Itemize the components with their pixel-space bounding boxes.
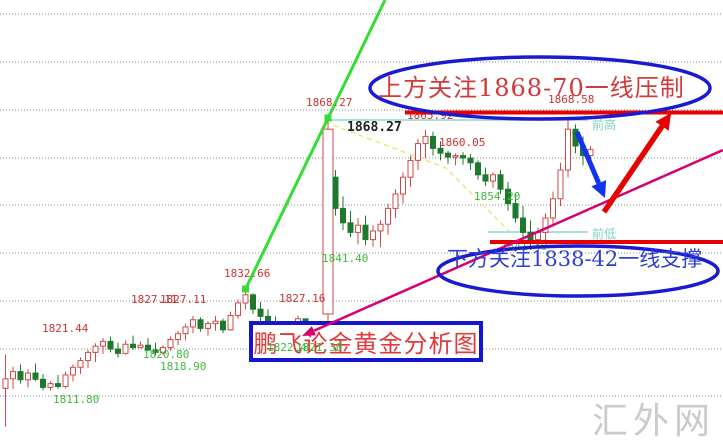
candle-body <box>407 159 414 178</box>
crosshair-price-label: 1868.27 <box>347 120 402 135</box>
candle-body <box>385 207 391 225</box>
candle-body <box>475 162 481 176</box>
candle-body <box>85 351 91 362</box>
occluded-low-label: 1821.30 <box>296 341 343 354</box>
candle-body <box>77 360 84 368</box>
candle-body <box>497 174 504 190</box>
up-arrow-head <box>655 113 671 131</box>
low-price-label: 1854.20 <box>474 190 521 203</box>
up-arrow <box>601 124 665 214</box>
candle-body <box>100 340 106 347</box>
candle-body <box>422 135 429 145</box>
candle-body <box>587 148 594 157</box>
candle-body <box>190 319 196 328</box>
candle-body <box>490 174 496 182</box>
high-price-label: 1832.66 <box>224 267 271 280</box>
prev-low-label: 前低 <box>592 227 617 241</box>
high-price-label: 1821.44 <box>42 322 89 335</box>
candle-body <box>527 231 534 241</box>
high-price-label: 1827.11 <box>160 293 207 306</box>
candle-body <box>107 340 114 350</box>
low-price-label: 1818.90 <box>160 360 207 373</box>
candle-body <box>55 383 61 387</box>
low-price-label: 1820.80 <box>143 348 190 361</box>
high-price-label: 1827.16 <box>279 292 326 305</box>
candle-body <box>445 152 451 158</box>
candle-body <box>565 128 571 171</box>
candle-body <box>115 348 121 354</box>
candle-body <box>400 176 406 195</box>
support-note: 下方关注1838-42一线支撑 <box>447 247 703 271</box>
green-trendline <box>244 0 387 290</box>
candle-body <box>10 371 16 380</box>
candle-body <box>2 378 9 389</box>
candle-body <box>362 224 369 241</box>
high-price-label: 1865.92 <box>407 109 454 122</box>
candle-body <box>220 320 226 331</box>
candle-body <box>182 326 189 335</box>
candle-body <box>62 374 69 387</box>
low-price-label: 1841.40 <box>322 252 369 265</box>
candle-body <box>482 174 489 182</box>
candle-body <box>47 383 54 388</box>
candle-body <box>17 371 24 381</box>
candle-body <box>377 223 384 232</box>
candle-body <box>370 230 376 241</box>
candle-body <box>40 378 46 388</box>
candle-body <box>550 198 556 219</box>
candle-body <box>25 372 31 381</box>
low-price-label: 1811.80 <box>53 393 100 406</box>
candle-body <box>242 294 249 304</box>
candle-body <box>430 135 436 149</box>
candle-body <box>340 207 346 224</box>
candle-body <box>122 343 129 354</box>
candle-body <box>460 155 466 159</box>
occluded-low-label: 1822.4 <box>267 341 307 354</box>
candle-body <box>452 155 459 158</box>
down-arrow <box>574 131 602 185</box>
candle-body <box>92 345 99 353</box>
candle-body <box>70 366 76 376</box>
candle-body <box>572 128 579 147</box>
candle-body <box>167 338 174 349</box>
candle-body <box>197 319 204 329</box>
candle-body <box>392 193 399 209</box>
high-price-label: 1827.11 <box>131 293 178 306</box>
candle-body <box>467 157 474 164</box>
candle-body <box>212 320 219 325</box>
candle-body <box>535 231 541 241</box>
candle-body <box>415 143 421 161</box>
title-box-label: 鹏飞论金黄金分析图 <box>253 330 479 358</box>
candle-body <box>580 145 586 157</box>
candle-body <box>542 217 549 233</box>
candle-body <box>250 294 256 310</box>
watermark: 汇外网 <box>592 401 716 442</box>
candle-body <box>257 308 264 317</box>
candle-body <box>332 176 339 209</box>
candle-body <box>130 343 136 349</box>
prev-high-label: 前高 <box>592 118 617 132</box>
trendline-marker <box>242 285 249 293</box>
candle-body <box>512 203 519 219</box>
resistance-note: 上方关注1868-70一线压制 <box>378 74 685 102</box>
high-price-label: 1868.27 <box>306 96 353 109</box>
candle-body <box>347 222 354 233</box>
candle-body <box>32 372 39 380</box>
candle-body <box>520 217 526 233</box>
candle-body <box>205 323 211 329</box>
candle-body <box>557 169 564 200</box>
high-price-label: 1860.05 <box>439 136 486 149</box>
candle-body <box>355 224 361 233</box>
candle-body <box>322 128 334 315</box>
candle-body <box>227 314 234 331</box>
candle-body <box>175 333 181 340</box>
trendline-marker <box>324 114 332 122</box>
candle-body <box>437 147 444 154</box>
down-arrow-head <box>591 180 607 198</box>
candle-body <box>235 302 241 316</box>
